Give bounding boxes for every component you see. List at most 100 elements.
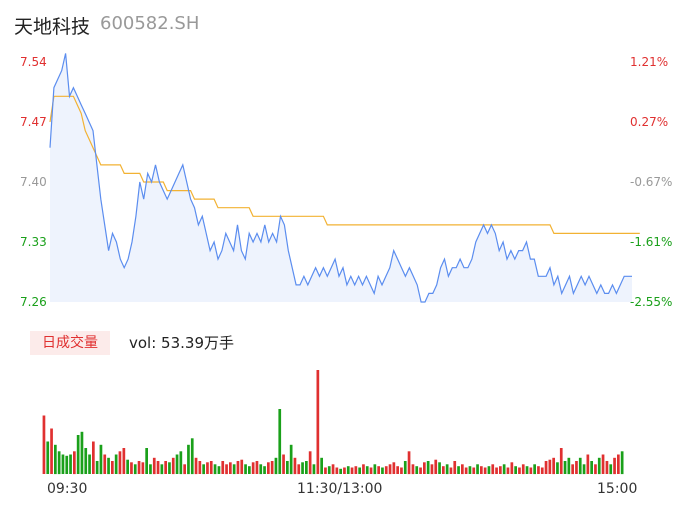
volume-bar bbox=[145, 448, 148, 474]
volume-total: vol: 53.39万手 bbox=[129, 334, 234, 352]
volume-bar bbox=[118, 451, 122, 475]
volume-bar bbox=[499, 466, 502, 474]
volume-bar bbox=[293, 457, 297, 475]
volume-bar bbox=[559, 448, 563, 474]
volume-bar bbox=[582, 464, 586, 475]
volume-bar bbox=[373, 464, 377, 475]
volume-bar bbox=[46, 441, 50, 474]
volume-bar bbox=[537, 466, 540, 474]
volume-bar bbox=[213, 464, 217, 475]
volume-bar bbox=[259, 464, 263, 475]
volume-bar bbox=[187, 444, 190, 475]
volume-bar bbox=[613, 457, 616, 475]
price-tick-label: 7.40 bbox=[20, 175, 47, 189]
volume-bar bbox=[194, 457, 198, 475]
volume-bar bbox=[411, 464, 415, 475]
volume-bar bbox=[126, 459, 129, 474]
volume-bar bbox=[464, 467, 468, 474]
price-area bbox=[50, 53, 632, 303]
volume-bar bbox=[601, 454, 605, 474]
volume-bar bbox=[111, 461, 114, 474]
volume-bar bbox=[92, 441, 95, 474]
volume-bar bbox=[122, 448, 126, 474]
volume-bar bbox=[202, 464, 205, 475]
volume-bar bbox=[400, 467, 403, 474]
price-tick-label: 7.54 bbox=[20, 55, 47, 69]
volume-bar bbox=[274, 457, 278, 475]
volume-bar bbox=[54, 444, 57, 475]
volume-bar bbox=[175, 454, 179, 474]
volume-bar bbox=[232, 464, 236, 475]
volume-bar bbox=[403, 461, 407, 474]
volume-bar bbox=[88, 454, 91, 474]
volume-bar bbox=[225, 464, 228, 475]
volume-bar bbox=[533, 464, 536, 475]
volume-bar bbox=[487, 466, 491, 474]
volume-bar bbox=[50, 428, 53, 474]
volume-bar bbox=[99, 444, 103, 475]
volume-bar bbox=[575, 461, 578, 474]
volume-bar bbox=[61, 454, 65, 474]
volume-bar bbox=[206, 462, 209, 474]
volume-bar bbox=[586, 454, 590, 474]
volume-bar bbox=[308, 451, 312, 475]
volume-bar bbox=[84, 448, 88, 474]
volume-bar bbox=[461, 464, 464, 475]
volume-bar bbox=[80, 431, 84, 475]
volume-bar bbox=[316, 370, 320, 474]
time-tick-label: 11:30/13:00 bbox=[297, 481, 383, 497]
volume-bar bbox=[114, 454, 118, 474]
volume-bar bbox=[171, 457, 175, 475]
volume-bar bbox=[491, 464, 495, 475]
volume-bar bbox=[221, 461, 225, 474]
volume-bar bbox=[297, 464, 301, 475]
volume-bar bbox=[141, 462, 145, 474]
volume-bar bbox=[597, 457, 601, 475]
volume-bar bbox=[251, 462, 255, 474]
volume-bar bbox=[529, 467, 533, 474]
volume-bar bbox=[419, 467, 422, 474]
volume-bar bbox=[267, 462, 270, 474]
volume-bar bbox=[377, 466, 380, 474]
volume-bar bbox=[179, 451, 183, 475]
volume-bar bbox=[468, 466, 472, 474]
volume-bar bbox=[480, 466, 483, 474]
volume-bar bbox=[209, 461, 213, 474]
volume-bar bbox=[168, 462, 171, 474]
volume-bar bbox=[57, 451, 61, 475]
volume-bar bbox=[362, 464, 365, 475]
volume-bar bbox=[164, 461, 167, 474]
volume-bar bbox=[240, 459, 244, 474]
volume-bar bbox=[434, 459, 438, 474]
volume-bar bbox=[137, 461, 141, 474]
volume-bar bbox=[190, 438, 194, 475]
volume-bar bbox=[305, 461, 308, 474]
volume-bar bbox=[289, 444, 293, 475]
volume-bar bbox=[617, 454, 620, 474]
volume-bar bbox=[335, 467, 339, 474]
volume-bar bbox=[369, 467, 373, 474]
volume-bar bbox=[354, 466, 358, 474]
volume-bar bbox=[327, 466, 331, 474]
volume-bar bbox=[396, 466, 399, 474]
volume-bar bbox=[217, 466, 221, 474]
volume-bar bbox=[483, 467, 487, 474]
volume-bar bbox=[365, 466, 369, 474]
pct-tick-label: -2.55% bbox=[630, 295, 673, 309]
volume-bar bbox=[620, 451, 624, 475]
volume-bar bbox=[198, 461, 202, 474]
stock-name: 天地科技 bbox=[14, 16, 91, 38]
volume-bar bbox=[609, 464, 613, 475]
volume-bar bbox=[510, 462, 514, 474]
volume-bar bbox=[567, 457, 571, 475]
volume-bar bbox=[445, 464, 449, 475]
pct-tick-label: 1.21% bbox=[630, 55, 669, 69]
volume-bar bbox=[263, 466, 266, 474]
pct-tick-label: 0.27% bbox=[630, 115, 669, 129]
volume-bar bbox=[407, 451, 411, 475]
volume-bar bbox=[270, 461, 274, 474]
volume-bar bbox=[107, 457, 110, 475]
volume-bar bbox=[415, 466, 419, 474]
volume-bar bbox=[472, 467, 476, 474]
